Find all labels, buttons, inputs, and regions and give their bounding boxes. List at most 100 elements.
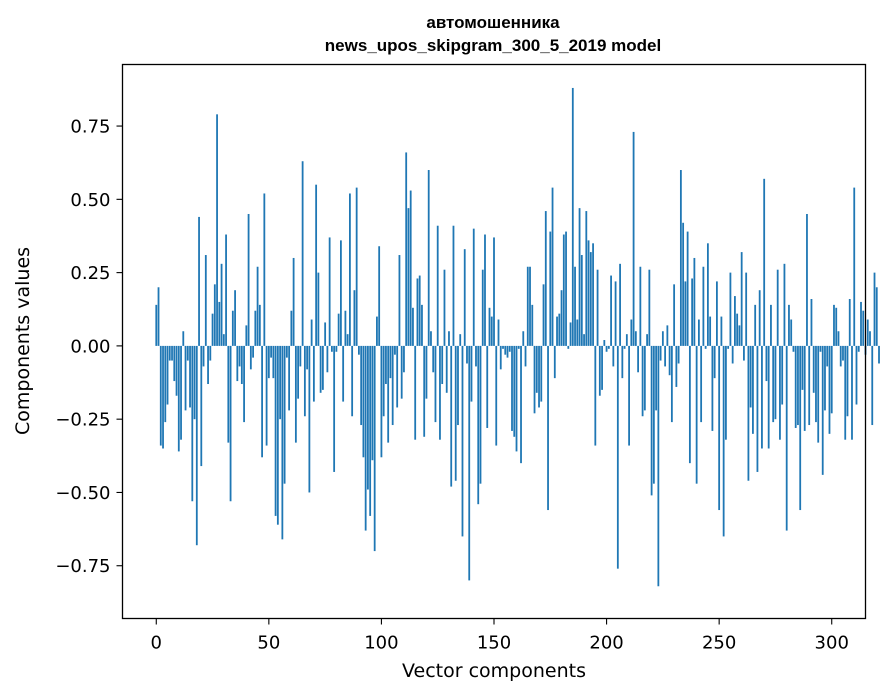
bar (758, 290, 761, 346)
bar (817, 345, 820, 443)
bar (418, 275, 421, 346)
bar (324, 322, 327, 346)
bar (452, 225, 455, 346)
bar (659, 345, 662, 361)
bar (369, 345, 372, 516)
bar (198, 216, 200, 346)
bar (632, 131, 635, 346)
bar (734, 296, 736, 346)
bar (643, 345, 646, 411)
bar (312, 345, 315, 402)
y-tick-label: 0.25 (70, 263, 110, 284)
bar (725, 345, 727, 440)
bar (722, 345, 725, 537)
bar (157, 287, 160, 346)
bar (398, 255, 401, 346)
bar (821, 345, 824, 475)
bar (351, 345, 354, 417)
bar (247, 213, 250, 346)
x-tick-label: 200 (589, 633, 623, 654)
bar (650, 345, 653, 496)
bar (267, 345, 270, 379)
bar (740, 252, 743, 346)
bar (382, 345, 385, 417)
bar (682, 222, 685, 346)
bar (783, 263, 786, 346)
bar (547, 345, 549, 511)
bar (315, 184, 318, 346)
bar (571, 87, 574, 346)
y-tick-label: −0.50 (55, 483, 110, 504)
bar (358, 345, 360, 355)
bar (779, 345, 781, 440)
bar (396, 345, 399, 408)
bar (583, 334, 585, 346)
bar (499, 345, 502, 370)
bar (623, 345, 626, 349)
bar (481, 269, 484, 346)
bar (655, 345, 658, 411)
bar (171, 345, 173, 361)
bar (207, 345, 209, 385)
bar (439, 345, 441, 440)
bar (421, 304, 423, 346)
bar (824, 345, 826, 411)
bar (830, 345, 833, 414)
bar (862, 310, 865, 346)
bar (414, 345, 417, 440)
bar (349, 193, 351, 346)
bar (580, 255, 583, 346)
bar (461, 345, 464, 537)
bar (616, 345, 619, 569)
bar (772, 345, 775, 423)
bar (308, 345, 311, 493)
bar (427, 170, 430, 346)
bar (670, 345, 673, 423)
bar (839, 345, 842, 367)
bar (657, 345, 660, 587)
bar (340, 240, 342, 346)
bar (702, 266, 705, 346)
bar (394, 345, 396, 355)
bar (558, 313, 561, 346)
bar (502, 345, 504, 349)
bar (488, 307, 491, 346)
bar (513, 345, 516, 437)
bar (538, 345, 540, 408)
x-tick-label: 100 (364, 633, 398, 654)
bar (168, 345, 171, 361)
bar (380, 345, 383, 458)
bar (405, 152, 408, 346)
bar (371, 345, 374, 461)
bar (220, 263, 223, 346)
x-tick-label: 0 (151, 633, 162, 654)
bar (306, 345, 309, 370)
bar (756, 345, 759, 472)
x-tick-label: 150 (477, 633, 511, 654)
bar (344, 310, 347, 346)
bar (610, 275, 612, 346)
bar (677, 345, 680, 364)
bar (468, 345, 471, 581)
bar (691, 278, 694, 346)
bar (754, 304, 757, 346)
bar (765, 345, 768, 382)
bar (844, 345, 847, 440)
bar (743, 345, 745, 361)
y-tick-label: 0.00 (70, 336, 110, 357)
bar (330, 345, 333, 352)
bar (594, 345, 597, 446)
x-tick-label: 50 (257, 633, 280, 654)
bar (634, 331, 637, 346)
bar (718, 345, 721, 511)
bar (704, 345, 707, 349)
bar (425, 345, 428, 399)
bar (524, 345, 527, 367)
bar (747, 345, 750, 481)
bar (162, 345, 164, 449)
bar (261, 345, 263, 458)
bar (477, 345, 480, 505)
bar (466, 345, 468, 364)
bar (335, 345, 338, 352)
